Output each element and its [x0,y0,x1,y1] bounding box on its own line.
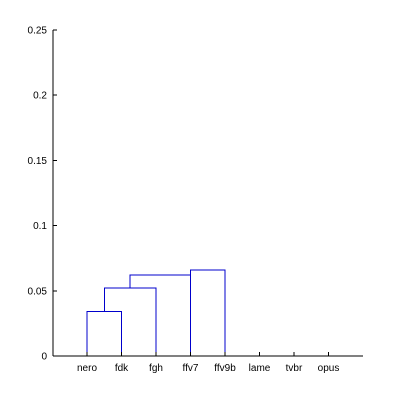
y-tick-label: 0.05 [28,286,48,297]
y-tick-label: 0.2 [33,91,47,102]
x-axis-ticks: nero fdk fgh ffv7 ffv9b lame tvbr opus [77,352,339,374]
x-tick-label: fdk [115,363,129,374]
x-tick-label: tvbr [286,363,303,374]
x-tick-label: fgh [149,363,163,374]
x-tick-label: ffv7 [183,363,199,374]
dendrogram-links [86,269,226,356]
y-tick-label: 0 [41,352,47,363]
x-tick-label: opus [318,363,340,374]
chart-axes [52,30,363,357]
y-tick-label: 0.15 [28,156,48,167]
x-tick-label: ffv9b [214,363,236,374]
dendrogram-link [103,287,157,356]
dendrogram-link [190,269,226,356]
x-tick-label: nero [77,363,97,374]
dendrogram-link [86,311,122,356]
y-tick-label: 0.25 [28,26,48,37]
dendrogram-link [129,274,191,356]
y-tick-label: 0.1 [33,221,47,232]
y-axis-ticks: 0 0.05 0.1 0.15 0.2 0.25 [28,26,57,363]
x-tick-label: lame [249,363,271,374]
